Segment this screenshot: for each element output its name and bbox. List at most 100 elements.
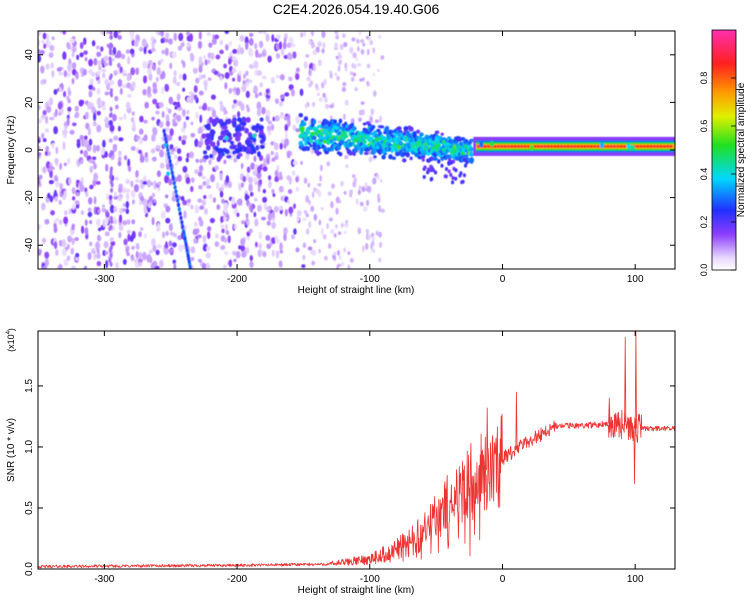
noise-speck	[38, 104, 41, 111]
noise-speck	[176, 93, 181, 101]
noise-speck	[172, 75, 177, 85]
noise-speck	[215, 54, 221, 60]
noise-speck	[202, 181, 207, 186]
noise-speck	[337, 64, 341, 72]
noise-speck	[329, 72, 333, 79]
noise-speck	[224, 82, 228, 90]
noise-speck	[125, 208, 130, 215]
noise-speck	[271, 221, 277, 229]
noise-speck	[320, 228, 324, 236]
noise-speck	[272, 193, 276, 197]
noise-speck	[159, 149, 164, 158]
noise-speck	[249, 255, 253, 262]
noise-speck	[153, 38, 157, 44]
noise-speck	[152, 82, 158, 90]
noise-speck	[102, 72, 106, 79]
noise-speck	[279, 249, 284, 254]
noise-speck	[83, 135, 88, 140]
noise-speck	[239, 34, 245, 42]
noise-speck	[62, 51, 67, 60]
noise-stripe	[109, 61, 113, 67]
signal-band	[312, 135, 317, 141]
y-tick-label: 20	[24, 96, 35, 108]
noise-speck	[96, 110, 101, 116]
noise-speck	[286, 119, 291, 127]
signal-tail	[447, 161, 451, 166]
noise-speck	[214, 233, 219, 239]
signal-band	[409, 156, 413, 161]
noise-speck	[340, 222, 344, 228]
signal-cluster	[246, 119, 251, 123]
noise-speck	[201, 199, 207, 206]
noise-speck	[361, 186, 366, 193]
noise-speck	[270, 150, 274, 156]
noise-speck	[169, 128, 174, 136]
noise-speck	[131, 189, 136, 199]
noise-speck	[355, 198, 359, 205]
colorbar-tick-label: 0.8	[699, 72, 709, 85]
noise-speck	[258, 92, 263, 97]
noise-speck	[350, 118, 355, 125]
noise-speck	[91, 71, 96, 77]
noise-speck	[83, 50, 88, 55]
noise-speck	[379, 241, 383, 248]
noise-speck	[227, 58, 232, 65]
noise-speck	[62, 90, 67, 98]
noise-speck	[156, 67, 161, 76]
noise-speck	[154, 110, 160, 115]
noise-speck	[312, 49, 317, 56]
noise-speck	[321, 31, 326, 38]
noise-speck	[74, 114, 79, 119]
colorbar-ticks: 0.0 0.2 0.4 0.6 0.8	[699, 72, 736, 276]
noise-speck	[85, 234, 88, 239]
carrier-core	[520, 145, 524, 148]
signal-band	[434, 130, 440, 134]
noise-speck	[142, 60, 148, 69]
noise-speck	[198, 184, 203, 190]
noise-speck	[97, 70, 101, 75]
noise-speck	[219, 101, 223, 106]
noise-speck	[43, 43, 47, 49]
noise-speck	[323, 255, 328, 261]
noise-speck	[161, 49, 165, 55]
signal-band	[362, 122, 367, 126]
carrier-core	[503, 145, 507, 148]
noise-speck	[127, 158, 131, 167]
noise-speck	[265, 33, 270, 42]
noise-speck	[232, 49, 238, 54]
noise-speck	[258, 31, 263, 34]
noise-speck	[142, 252, 147, 261]
signal-cluster	[244, 139, 250, 146]
noise-speck	[274, 235, 279, 244]
signal-band	[437, 158, 441, 164]
noise-speck	[118, 116, 123, 121]
noise-speck	[287, 113, 291, 121]
carrier-core	[646, 145, 650, 148]
noise-speck	[97, 209, 101, 214]
noise-speck	[84, 111, 89, 120]
noise-speck	[354, 87, 358, 92]
noise-speck	[286, 42, 292, 48]
noise-speck	[212, 197, 217, 203]
noise-speck	[152, 127, 158, 136]
x-tick-label: -100	[360, 274, 380, 285]
signal-band	[416, 129, 421, 134]
noise-speck	[160, 70, 166, 80]
noise-speck	[257, 165, 262, 174]
slanted-trace	[163, 132, 167, 137]
signal-cluster	[225, 129, 229, 134]
noise-speck	[219, 104, 225, 112]
noise-speck	[41, 202, 46, 211]
noise-stripe	[110, 187, 114, 193]
noise-speck	[347, 251, 351, 256]
noise-speck	[142, 198, 148, 208]
noise-speck	[199, 205, 205, 210]
noise-speck	[188, 151, 194, 159]
noise-speck	[195, 112, 199, 119]
signal-tail	[426, 167, 431, 172]
noise-speck	[176, 114, 182, 122]
x-tick-label: 100	[627, 574, 644, 585]
y-tick-label: -40	[24, 238, 35, 253]
x-tick-label: -100	[360, 574, 380, 585]
signal-cluster	[259, 117, 264, 122]
